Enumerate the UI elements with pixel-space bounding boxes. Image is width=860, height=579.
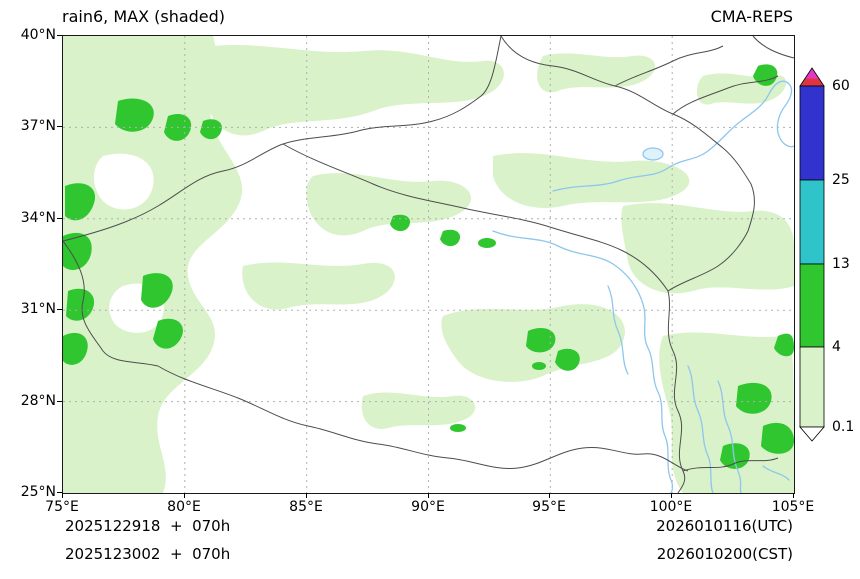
valid-time-cst: 2026010200(CST) [656,545,793,563]
init-time-line2: 2025123002 + 070h [65,545,231,563]
x-tick [62,493,63,498]
x-tick-label: 90°E [411,499,445,515]
colorbar-label-0.1: 0.1 [832,419,855,435]
colorbar-seg-25-60 [799,85,825,181]
rivers [492,80,794,493]
salween-river [717,380,742,493]
y-tick-label: 28°N [20,393,56,409]
province-boundaries [63,36,794,493]
x-tick-label: 75°E [45,499,79,515]
y-tick-label: 34°N [20,210,56,226]
y-tick-label: 31°N [20,301,56,317]
yangtze-river [492,230,674,493]
y-tick [57,492,62,493]
yalong-river [607,285,629,375]
mekong-river [687,365,714,493]
colorbar-seg-13-25 [799,179,825,265]
x-tick [428,493,429,498]
colorbar-over-red [800,78,824,86]
colorbar-label-25: 25 [832,172,850,188]
map-canvas [63,36,794,493]
x-tick [184,493,185,498]
x-tick-label: 80°E [167,499,201,515]
colorbar-label-60: 60 [832,78,850,94]
x-tick [671,493,672,498]
x-tick [306,493,307,498]
colorbar-label-4: 4 [832,339,841,355]
y-tick-label: 40°N [20,27,56,43]
precip-light-shading [63,36,794,493]
qinghai-lake [642,147,664,161]
gridlines [63,36,794,493]
model-name: CMA-REPS [710,7,793,26]
colorbar-seg-4-13 [799,263,825,348]
map-plot-area [62,35,795,494]
x-tick [793,493,794,498]
y-tick [57,35,62,36]
colorbar-label-13: 13 [832,256,850,272]
x-tick-label: 95°E [532,499,566,515]
y-tick-label: 25°N [20,484,56,500]
y-tick [57,401,62,402]
colorbar-seg-0.1-4 [799,346,825,428]
y-tick [57,126,62,127]
y-tick [57,309,62,310]
colorbar-under-triangle [799,426,825,442]
x-tick-label: 100°E [649,499,693,515]
y-tick [57,218,62,219]
x-tick [549,493,550,498]
yellow-river [552,80,794,192]
precip-heavy-shading [63,64,794,469]
colorbar-over-magenta [805,68,819,79]
y-tick-label: 37°N [20,118,56,134]
valid-time-utc: 2026010116(UTC) [656,517,793,535]
x-tick-label: 105°E [771,499,815,515]
init-time-line1: 2025122918 + 070h [65,517,231,535]
plot-title: rain6, MAX (shaded) [62,7,226,26]
se-river [762,465,790,481]
colorbar [799,67,825,442]
x-tick-label: 85°E [289,499,323,515]
